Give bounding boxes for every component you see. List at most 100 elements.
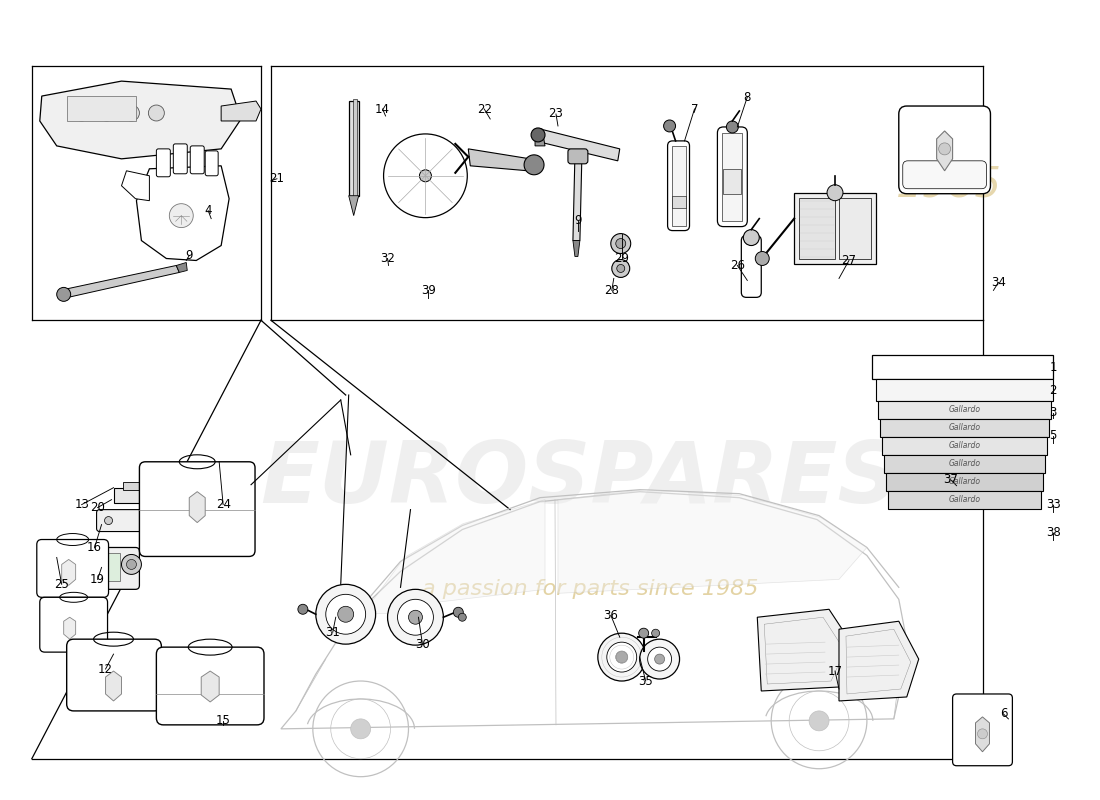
Circle shape — [978, 729, 988, 739]
Polygon shape — [121, 170, 150, 201]
Bar — [723, 133, 743, 221]
Circle shape — [938, 143, 950, 155]
Circle shape — [123, 105, 140, 121]
Polygon shape — [757, 610, 854, 691]
Text: Gallardo: Gallardo — [948, 459, 980, 468]
Circle shape — [651, 630, 660, 637]
Text: EUROSPARES: EUROSPARES — [260, 438, 900, 522]
Polygon shape — [937, 131, 953, 170]
FancyBboxPatch shape — [36, 539, 109, 598]
Text: 32: 32 — [381, 252, 395, 265]
Bar — [882, 437, 1047, 455]
Circle shape — [298, 604, 308, 614]
FancyBboxPatch shape — [741, 235, 761, 298]
Circle shape — [104, 517, 112, 525]
Text: Gallardo: Gallardo — [948, 423, 980, 433]
Polygon shape — [176, 262, 187, 273]
Bar — [886, 473, 1043, 490]
Text: 13: 13 — [74, 498, 89, 511]
Circle shape — [387, 590, 443, 645]
Circle shape — [419, 170, 431, 182]
Circle shape — [99, 105, 114, 121]
Text: 14: 14 — [375, 102, 390, 115]
Bar — [888, 490, 1042, 509]
Circle shape — [169, 204, 194, 228]
FancyBboxPatch shape — [899, 106, 990, 194]
Polygon shape — [106, 671, 121, 701]
Circle shape — [827, 185, 843, 201]
FancyBboxPatch shape — [903, 161, 987, 189]
Text: 6: 6 — [1000, 707, 1008, 721]
Circle shape — [744, 230, 759, 246]
FancyBboxPatch shape — [67, 639, 162, 711]
Bar — [794, 193, 876, 265]
Bar — [878, 401, 1052, 419]
Polygon shape — [573, 241, 580, 257]
Bar — [88, 554, 120, 582]
Bar — [724, 169, 741, 194]
Text: 31: 31 — [326, 626, 340, 638]
Polygon shape — [221, 101, 261, 121]
Text: 29: 29 — [614, 252, 629, 265]
Text: 7: 7 — [691, 102, 698, 115]
Text: 22: 22 — [476, 102, 492, 115]
Circle shape — [397, 599, 433, 635]
Circle shape — [616, 651, 628, 663]
Text: 38: 38 — [1046, 526, 1060, 539]
Text: 4: 4 — [205, 204, 212, 217]
FancyBboxPatch shape — [97, 510, 144, 531]
Circle shape — [654, 654, 664, 664]
FancyBboxPatch shape — [717, 127, 747, 226]
Polygon shape — [535, 129, 619, 161]
Polygon shape — [976, 717, 990, 752]
Circle shape — [148, 105, 164, 121]
Bar — [353, 99, 356, 198]
FancyBboxPatch shape — [140, 462, 255, 557]
Polygon shape — [64, 618, 76, 639]
FancyBboxPatch shape — [81, 547, 140, 590]
Circle shape — [597, 633, 646, 681]
Circle shape — [121, 554, 142, 574]
Polygon shape — [136, 166, 229, 261]
Text: 36: 36 — [604, 609, 618, 622]
Text: 21: 21 — [270, 172, 285, 186]
FancyBboxPatch shape — [668, 141, 690, 230]
FancyBboxPatch shape — [156, 647, 264, 725]
Polygon shape — [349, 196, 359, 216]
Circle shape — [524, 155, 544, 174]
Polygon shape — [839, 622, 918, 701]
Text: 9: 9 — [186, 249, 192, 262]
Text: 24: 24 — [216, 498, 231, 511]
Text: 3: 3 — [1049, 406, 1057, 419]
Circle shape — [338, 606, 354, 622]
Text: 15: 15 — [216, 714, 231, 727]
Bar — [67, 96, 136, 121]
Text: 8: 8 — [744, 90, 751, 103]
Text: 39: 39 — [421, 284, 436, 297]
FancyBboxPatch shape — [156, 149, 170, 177]
Text: 17: 17 — [827, 665, 843, 678]
Text: a passion for parts since 1985: a passion for parts since 1985 — [421, 579, 758, 599]
Text: 2: 2 — [1049, 383, 1057, 397]
Polygon shape — [363, 500, 544, 614]
Text: Gallardo: Gallardo — [948, 478, 980, 486]
Bar — [672, 146, 685, 226]
Circle shape — [616, 238, 626, 249]
Polygon shape — [62, 559, 76, 586]
Circle shape — [326, 594, 365, 634]
Text: 35: 35 — [638, 674, 653, 687]
Polygon shape — [535, 129, 544, 146]
Polygon shape — [189, 492, 206, 522]
Bar — [349, 101, 359, 196]
Text: 33: 33 — [1046, 498, 1060, 511]
Circle shape — [612, 259, 629, 278]
Text: 28: 28 — [604, 284, 619, 297]
Circle shape — [607, 642, 637, 672]
Circle shape — [384, 134, 468, 218]
Bar — [872, 355, 1053, 379]
Text: 1985: 1985 — [895, 165, 1002, 206]
FancyBboxPatch shape — [190, 146, 205, 174]
Text: Gallardo: Gallardo — [948, 495, 980, 504]
Text: 20: 20 — [90, 501, 104, 514]
Text: 23: 23 — [549, 107, 563, 121]
